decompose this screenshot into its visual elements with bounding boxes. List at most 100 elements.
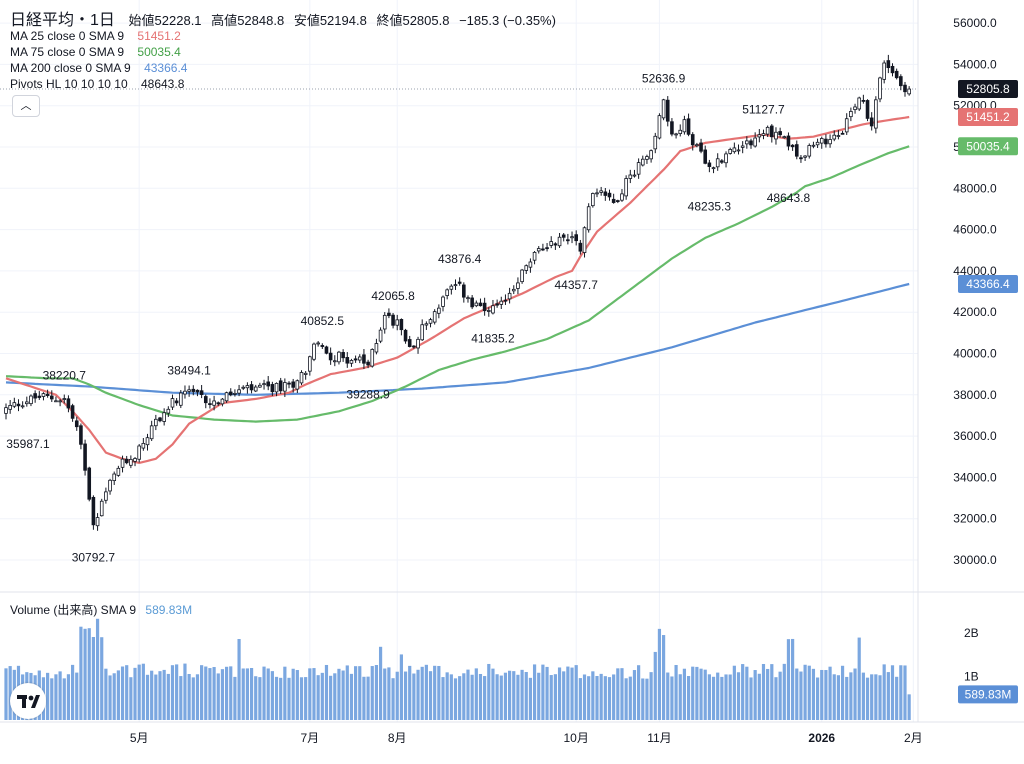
volume-bar	[8, 666, 12, 720]
price-tick-label: 34000.0	[953, 470, 997, 484]
time-tick-label: 10月	[564, 731, 589, 745]
close-value: 52805.8	[402, 13, 450, 28]
high-label: 高値	[211, 13, 238, 28]
volume-bar	[741, 664, 745, 720]
candle-body	[332, 360, 337, 363]
volume-bar	[162, 669, 166, 720]
legend-ma75[interactable]: MA 75 close 0 SMA 9 50035.4	[10, 45, 181, 59]
candle-body	[878, 77, 882, 100]
volume-bar	[566, 666, 570, 720]
volume-bar	[46, 672, 50, 720]
candle-body	[245, 385, 250, 389]
candle-body	[287, 382, 291, 385]
candle-body	[482, 302, 487, 312]
volume-bar	[474, 668, 478, 720]
volume-bar	[87, 628, 91, 720]
volume-bar	[337, 668, 341, 720]
candle-body	[665, 99, 670, 122]
candle-body	[695, 144, 699, 147]
candle-body	[395, 319, 400, 326]
candle-body	[99, 500, 104, 517]
candle-body	[457, 281, 462, 284]
pivot-label: 44357.7	[554, 278, 598, 292]
candle-body	[25, 401, 29, 405]
pivot-label: 41835.2	[471, 332, 515, 346]
volume-bar	[832, 674, 836, 720]
candle-body	[445, 289, 449, 296]
volume-bar	[116, 670, 120, 720]
candle-body	[865, 100, 870, 119]
volume-bar	[499, 675, 503, 720]
candle-body	[703, 149, 708, 164]
candle-body	[403, 329, 408, 342]
volume-bar	[845, 676, 849, 720]
volume-bar	[632, 670, 637, 720]
volume-bar	[383, 668, 387, 720]
candle-body	[686, 118, 691, 135]
volume-bar	[237, 639, 241, 720]
candle-body	[745, 140, 749, 145]
candle-body	[79, 425, 83, 445]
volume-bar	[649, 672, 653, 720]
symbol-title[interactable]: 日経平均・1日	[10, 12, 115, 29]
volume-bar	[886, 672, 890, 720]
candle-body	[453, 284, 458, 287]
candle-body	[732, 147, 737, 153]
volume-bar	[270, 671, 274, 720]
legend-pivots[interactable]: Pivots HL 10 10 10 10 48643.8	[10, 77, 184, 91]
candle-body	[478, 302, 483, 307]
volume-bar	[607, 677, 612, 720]
volume-bar	[753, 670, 757, 720]
tradingview-logo[interactable]	[10, 683, 46, 719]
collapse-legend-button[interactable]: ︿	[12, 95, 40, 117]
volume-legend[interactable]: Volume (出来高) SMA 9 589.83M	[10, 601, 192, 618]
candle-body	[366, 361, 370, 366]
candle-body	[532, 251, 537, 261]
volume-bar	[903, 665, 907, 720]
volume-bar	[179, 676, 183, 720]
volume-bar	[537, 672, 541, 720]
candle-body	[503, 299, 508, 302]
volume-bar	[224, 666, 229, 720]
volume-bar	[487, 663, 491, 720]
legend-ma25[interactable]: MA 25 close 0 SMA 9 51451.2	[10, 29, 181, 43]
candle-body	[632, 174, 637, 177]
time-tick-label: 5月	[130, 731, 149, 745]
candle-body	[528, 261, 533, 268]
price-tick-label: 30000.0	[953, 553, 997, 567]
candle-body	[640, 158, 645, 166]
legend-ma25-label: MA 25 close 0 SMA 9	[10, 29, 125, 43]
volume-bar	[562, 671, 566, 720]
volume-bar	[195, 674, 200, 720]
volume-bar	[757, 673, 761, 720]
candle-body	[349, 360, 354, 364]
volume-bar	[58, 671, 62, 720]
volume-bar	[349, 673, 354, 720]
candle-body	[624, 178, 628, 197]
candle-body	[66, 398, 71, 409]
volume-bar	[528, 677, 533, 720]
candle-body	[220, 398, 225, 405]
volume-bar	[811, 668, 816, 720]
volume-bar	[279, 677, 283, 720]
legend-ma200[interactable]: MA 200 close 0 SMA 9 43366.4	[10, 61, 187, 75]
volume-bar	[574, 665, 578, 720]
volume-bar	[691, 666, 695, 720]
volume-bar	[637, 665, 641, 720]
volume-bar	[95, 618, 100, 720]
candle-body	[491, 305, 495, 314]
volume-bar	[532, 664, 537, 720]
volume-bar	[50, 678, 54, 720]
volume-bar	[287, 677, 291, 720]
volume-bar	[378, 646, 383, 720]
volume-bar	[345, 665, 349, 720]
candle-body	[890, 65, 895, 74]
candle-body	[645, 156, 649, 160]
volume-bar	[616, 668, 620, 720]
volume-bar	[274, 676, 279, 720]
volume-bar	[112, 673, 116, 720]
volume-bar	[341, 670, 345, 720]
volume-bar	[778, 671, 782, 720]
volume-bar	[695, 666, 699, 720]
